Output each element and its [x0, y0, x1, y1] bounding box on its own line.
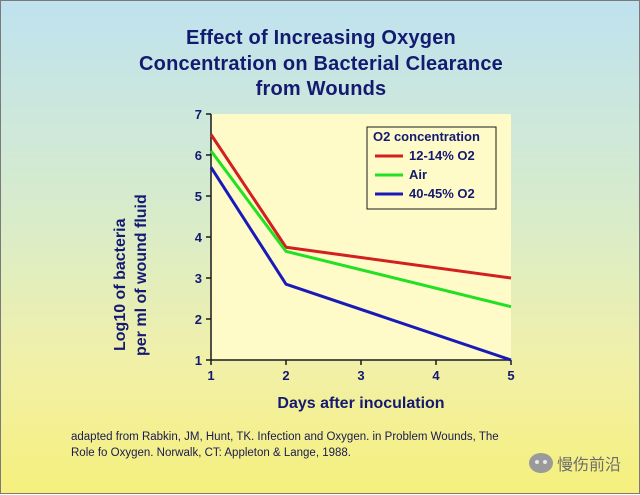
chart-title-line-1: Effect of Increasing Oxygen: [186, 27, 456, 49]
series-line-air: [209, 150, 512, 309]
citation-line-1: adapted from Rabkin, JM, Hunt, TK. Infec…: [71, 431, 499, 443]
x-tick-label: 4: [432, 368, 440, 383]
chart-title-line-3: from Wounds: [255, 78, 387, 100]
y-tick-label: 3: [195, 271, 202, 286]
chart-title-line-2: Concentration on Bacterial Clearance: [139, 53, 503, 75]
watermark: 慢伤前沿: [528, 451, 621, 475]
y-tick-label: 7: [195, 107, 202, 122]
x-tick-label: 2: [282, 368, 289, 383]
y-tick-label: 5: [195, 189, 202, 204]
series-line-40-45-o2: [209, 166, 512, 362]
y-axis-label-line-1: Log10 of bacteria: [112, 218, 129, 351]
y-tick-label: 2: [195, 312, 202, 327]
y-tick-label: 6: [195, 148, 202, 163]
citation-line-2: Role fo Oxygen. Norwalk, CT: Appleton & …: [71, 447, 351, 459]
y-axis-label-line-2: per ml of wound fluid: [133, 194, 150, 356]
legend-label: 40-45% O2: [409, 186, 475, 201]
y-tick-label: 4: [195, 230, 203, 245]
legend-label: Air: [409, 167, 427, 182]
x-axis-label: Days after inoculation: [277, 395, 445, 412]
x-tick-label: 5: [507, 368, 514, 383]
x-tick-label: 3: [357, 368, 364, 383]
legend-title: O2 concentration: [373, 129, 480, 144]
y-tick-label: 1: [195, 353, 202, 368]
x-tick-label: 1: [207, 368, 214, 383]
watermark-text: 慢伤前沿: [556, 455, 621, 474]
wechat-icon: [528, 453, 553, 473]
legend-label: 12-14% O2: [409, 148, 475, 163]
series-line-12-14-o2: [209, 133, 512, 280]
